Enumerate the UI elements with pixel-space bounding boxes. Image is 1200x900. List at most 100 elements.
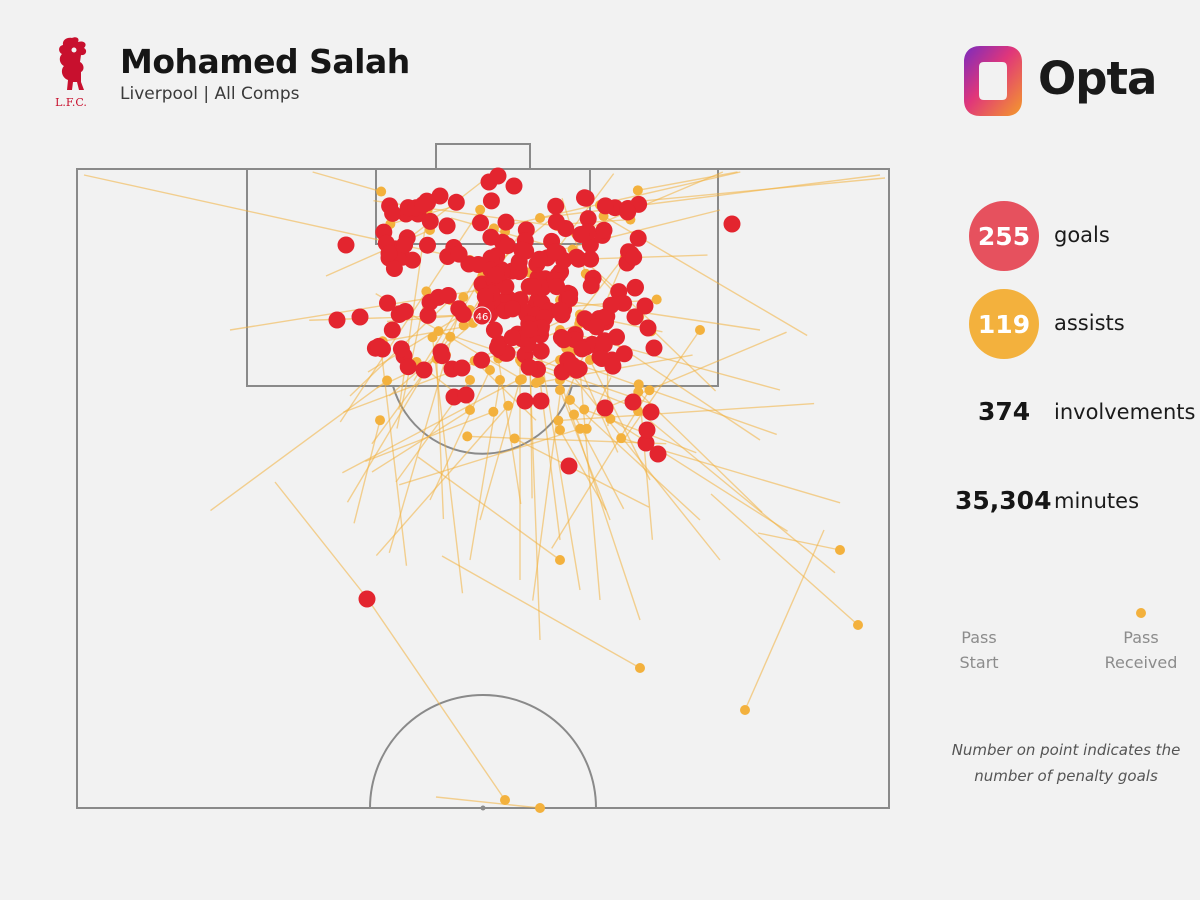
goal-shot-point xyxy=(476,287,494,305)
goal-shots xyxy=(328,167,741,608)
assist-received-point xyxy=(509,433,520,444)
assist-received-point xyxy=(695,325,705,335)
goal-shot-point xyxy=(615,294,633,312)
goal-frame xyxy=(435,143,531,170)
assist-pass-line xyxy=(274,481,368,599)
minutes-value: 35,304 xyxy=(955,486,1052,515)
penalty-goal-count: 46 xyxy=(476,312,489,323)
goal-shot-point xyxy=(497,213,515,231)
goal-shot-point xyxy=(421,212,439,230)
goal-shot-point xyxy=(396,303,414,320)
assist-pass-line xyxy=(366,597,506,801)
assist-pass-line xyxy=(558,402,815,422)
centre-spot xyxy=(480,805,486,811)
assist-pass-line xyxy=(539,349,581,591)
assist-pass-line xyxy=(435,796,541,809)
assist-received-point xyxy=(740,705,750,715)
goal-shot-point xyxy=(619,203,637,221)
goal-shot-point xyxy=(547,213,565,231)
assist-received-point xyxy=(462,431,473,442)
goal-shot-point xyxy=(627,278,644,296)
goal-shot-point xyxy=(473,351,491,369)
assist-pass-line xyxy=(479,379,521,521)
goal-shot-point xyxy=(454,305,472,323)
assist-pass-line xyxy=(744,529,825,711)
assist-received-point xyxy=(475,204,486,215)
goal-shot-point xyxy=(573,340,591,358)
goal-shot-point xyxy=(551,301,569,319)
goal-shot-point xyxy=(563,356,581,374)
assist-pass-line xyxy=(599,177,886,206)
goal-shot-point xyxy=(602,296,620,314)
goal-shot-point xyxy=(370,337,388,355)
goal-shot-point xyxy=(328,311,346,329)
involvements-value: 374 xyxy=(978,397,1031,426)
goal-shot-point xyxy=(482,192,500,210)
assist-received-point xyxy=(651,294,662,305)
goal-shot-point xyxy=(624,393,642,411)
goal-shot-point xyxy=(337,236,355,254)
goal-shot-point xyxy=(383,321,401,339)
assist-pass-line xyxy=(399,428,581,486)
goal-shot-point xyxy=(457,386,475,404)
goals-label: goals xyxy=(1054,223,1110,247)
centre-circle xyxy=(369,694,597,809)
penalty-note: Number on point indicates the number of … xyxy=(951,741,1181,785)
goal-shot-point xyxy=(532,392,550,410)
assist-pass-line xyxy=(450,217,552,247)
assist-received-point xyxy=(565,395,575,405)
assist-pass-line xyxy=(210,379,388,512)
assist-pass-line xyxy=(569,399,701,521)
assist-received-point xyxy=(579,404,590,415)
opta-logo-icon xyxy=(964,46,1022,116)
goal-shot-point xyxy=(433,347,451,365)
assist-received-point xyxy=(632,185,643,196)
goal-shot-point xyxy=(596,197,614,215)
assist-received-point xyxy=(853,620,863,630)
assist-pass-line xyxy=(577,363,777,436)
goal-shot-point xyxy=(521,320,539,338)
goal-shot-point xyxy=(638,421,656,439)
assist-pass-line xyxy=(757,532,841,551)
liverpool-crest-icon: L.F.C. xyxy=(55,37,87,109)
goal-shot-point xyxy=(595,336,613,353)
assist-pass-line xyxy=(551,389,651,549)
pass-legend-line xyxy=(980,608,1146,618)
goals-badge: 255 xyxy=(969,201,1039,271)
assist-received-point xyxy=(835,545,845,555)
pass-received-dot xyxy=(1136,608,1146,618)
assist-pass-line xyxy=(429,369,491,501)
goal-shot-point xyxy=(547,197,565,215)
assist-received-point xyxy=(531,377,542,388)
goal-shot-point xyxy=(520,358,538,376)
page-subtitle: Liverpool | All Comps xyxy=(120,84,300,104)
goal-shot-point xyxy=(415,361,433,379)
assist-received-point xyxy=(382,375,393,386)
goal-shot-point xyxy=(489,339,506,357)
assist-pass-line xyxy=(569,218,631,225)
goal-shot-point xyxy=(482,228,500,246)
goal-shot-point xyxy=(419,306,437,324)
crest-text: L.F.C. xyxy=(55,96,87,109)
assist-pass-line xyxy=(589,359,651,481)
goal-shot-point xyxy=(513,241,531,259)
assist-received-point xyxy=(635,663,645,673)
goal-shot-point xyxy=(516,392,534,410)
assist-received-point xyxy=(488,406,499,417)
goal-shot-point xyxy=(447,193,465,211)
assist-pass-line xyxy=(312,171,382,193)
goal-shot-point xyxy=(625,248,643,266)
goal-shot-point xyxy=(431,187,449,205)
goal-shot-point xyxy=(636,297,654,315)
legend-pass-received: Pass Received xyxy=(1104,628,1178,672)
goal-shot-point xyxy=(639,319,657,337)
assist-pass-line xyxy=(610,418,788,532)
goal-shot-point xyxy=(642,403,660,421)
assist-received-point xyxy=(427,332,438,343)
goal-shot-point xyxy=(576,189,593,207)
goal-shot-point xyxy=(482,249,500,267)
assist-pass-line xyxy=(431,337,464,594)
assist-pass-line xyxy=(637,410,836,574)
goal-shot-point xyxy=(485,321,503,339)
goal-shot-point xyxy=(608,328,625,346)
